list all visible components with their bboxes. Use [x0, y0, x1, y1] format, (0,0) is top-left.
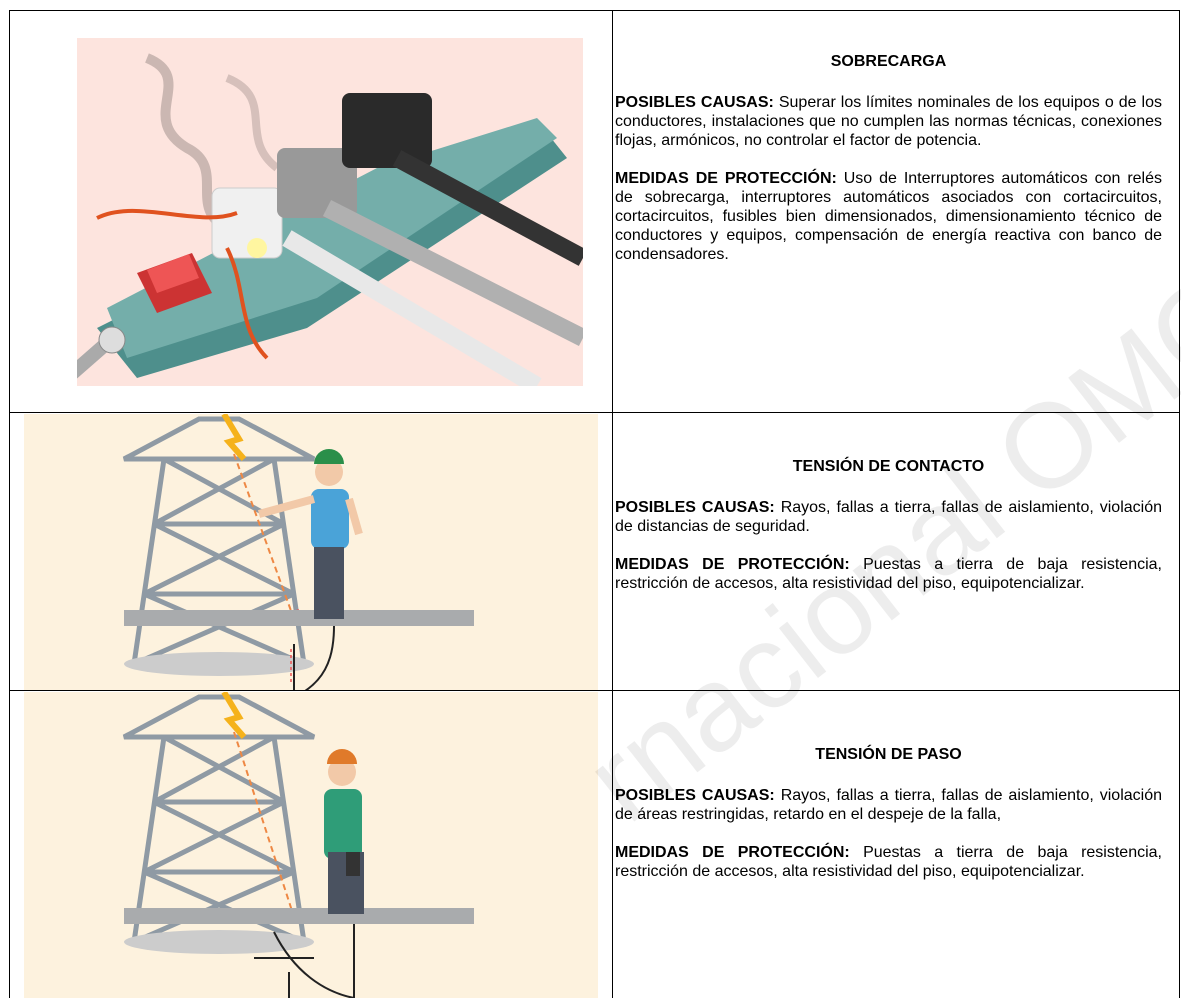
measures-label: MEDIDAS DE PROTECCIÓN: [615, 556, 850, 573]
measures-paragraph: MEDIDAS DE PROTECCIÓN: Uso de Interrupto… [615, 169, 1162, 264]
overload-illustration [77, 38, 583, 386]
table-border [1179, 10, 1180, 998]
measures-paragraph: MEDIDAS DE PROTECCIÓN: Puestas a tierra … [615, 843, 1162, 881]
row-text: SOBRECARGA POSIBLES CAUSAS: Superar los l… [615, 52, 1162, 283]
row-text: TENSIÓN DE PASO POSIBLES CAUSAS: Rayos, f… [615, 745, 1162, 900]
row-title: TENSIÓN DE PASO [815, 746, 962, 763]
causes-label: POSIBLES CAUSAS: [615, 787, 775, 804]
table-border [9, 412, 1180, 413]
table-border [9, 10, 1180, 11]
causes-label: POSIBLES CAUSAS: [615, 94, 774, 111]
measures-label: MEDIDAS DE PROTECCIÓN: [615, 844, 850, 861]
table-border [9, 10, 10, 998]
measures-text: Uso de Interruptores automáticos con rel… [615, 170, 1162, 263]
table-border [612, 10, 613, 998]
causes-paragraph: POSIBLES CAUSAS: Superar los límites nom… [615, 93, 1162, 150]
table-border [9, 690, 1180, 691]
row-title: SOBRECARGA [830, 53, 947, 70]
row-title: TENSIÓN DE CONTACTO [792, 458, 985, 475]
row-text: TENSIÓN DE CONTACTO POSIBLES CAUSAS: Rayo… [615, 457, 1162, 612]
measures-text: Puestas a tierra de baja resistencia, re… [615, 556, 1162, 592]
causes-text: Rayos, fallas a tierra, fallas de aislam… [615, 499, 1163, 535]
causes-text: Superar los límites nominales de los equ… [615, 94, 1163, 149]
measures-text: Puestas a tierra de baja resistencia, re… [615, 844, 1162, 880]
causes-text: Rayos, fallas a tierra, fallas de aislam… [615, 787, 1163, 823]
measures-paragraph: MEDIDAS DE PROTECCIÓN: Puestas a tierra … [615, 555, 1162, 593]
contact-voltage-illustration [24, 414, 598, 690]
measures-label: MEDIDAS DE PROTECCIÓN: [615, 170, 837, 187]
causes-label: POSIBLES CAUSAS: [615, 499, 775, 516]
causes-paragraph: POSIBLES CAUSAS: Rayos, fallas a tierra,… [615, 498, 1162, 536]
causes-paragraph: POSIBLES CAUSAS: Rayos, fallas a tierra,… [615, 786, 1162, 824]
step-voltage-illustration [24, 692, 598, 998]
